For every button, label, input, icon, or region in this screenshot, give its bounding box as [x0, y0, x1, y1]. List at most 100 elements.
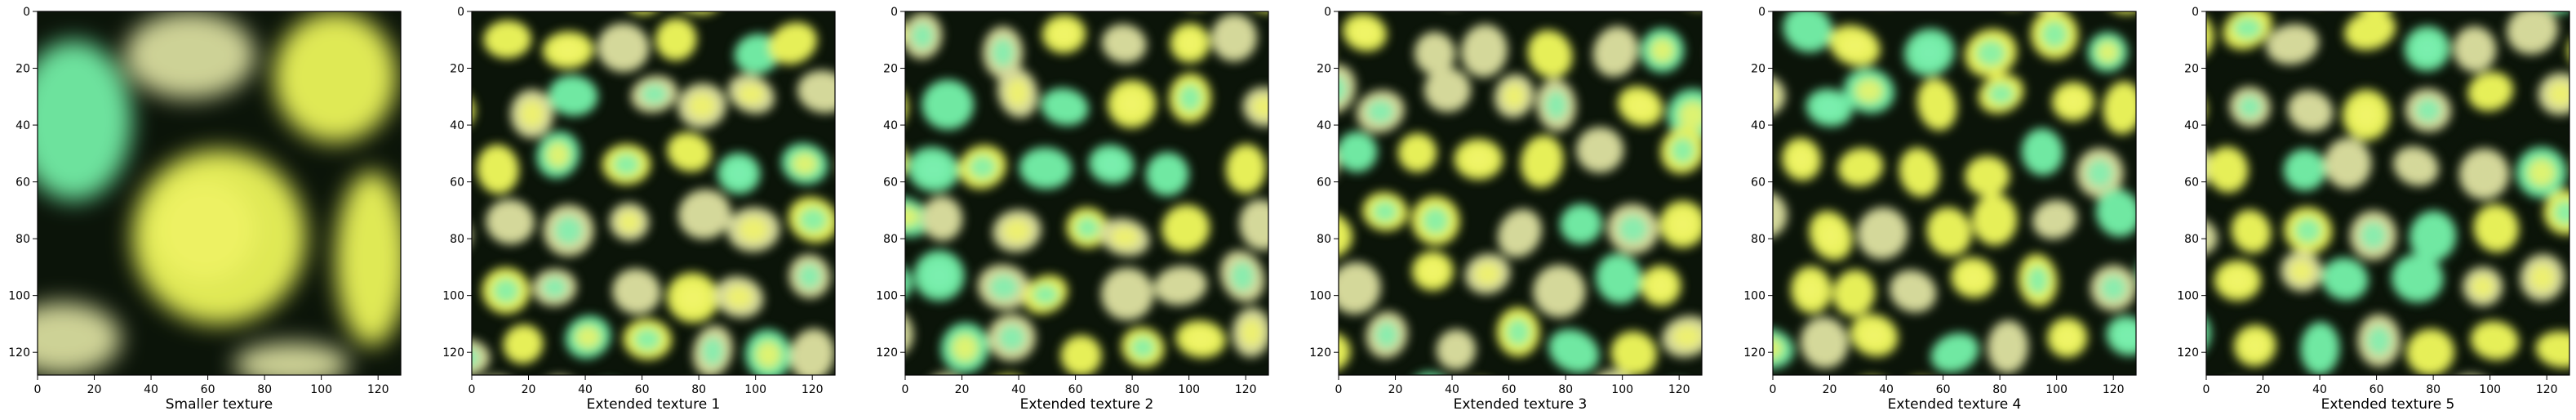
y-tick-label: 80 — [1751, 233, 1765, 246]
texture-image — [1773, 11, 2136, 375]
x-tick-label: 120 — [2103, 383, 2125, 396]
x-tick-label: 100 — [310, 383, 332, 396]
x-tick-label: 40 — [1879, 383, 1894, 396]
x-tick-label: 120 — [1668, 383, 1690, 396]
y-tick-label: 80 — [16, 233, 30, 246]
panel-title: Extended texture 4 — [1888, 396, 2022, 413]
panel-title: Extended texture 2 — [1020, 396, 1154, 413]
y-tick-label: 120 — [1743, 346, 1765, 360]
y-tick-label: 20 — [1751, 63, 1765, 76]
x-tick-label: 0 — [469, 383, 476, 396]
y-tick-label: 120 — [876, 346, 898, 360]
panel-title: Extended texture 3 — [1454, 396, 1588, 413]
y-tick-label: 40 — [883, 119, 898, 132]
y-tick-label: 120 — [8, 346, 30, 360]
y-tick-label: 60 — [883, 176, 898, 190]
x-tick-label: 0 — [2203, 383, 2210, 396]
y-tick-label: 0 — [1758, 6, 1765, 19]
x-tick-label: 60 — [2369, 383, 2384, 396]
x-tick-label: 40 — [1445, 383, 1459, 396]
y-tick-label: 20 — [450, 63, 464, 76]
y-tick-label: 80 — [883, 233, 898, 246]
y-tick-label: 60 — [1751, 176, 1765, 190]
x-tick-label: 40 — [2312, 383, 2327, 396]
x-tick-label: 80 — [1992, 383, 2007, 396]
x-tick-label: 20 — [1388, 383, 1403, 396]
x-tick-label: 100 — [1178, 383, 1200, 396]
texture-panel: 0 20 40 60 80 100 120 0 20 40 60 80 100 120 Extended t… — [876, 6, 1269, 413]
x-tick-label: 120 — [1235, 383, 1257, 396]
x-tick-label: 20 — [522, 383, 536, 396]
x-tick-label: 100 — [1611, 383, 1633, 396]
y-tick-label: 120 — [442, 346, 464, 360]
y-tick-label: 120 — [1309, 346, 1331, 360]
y-tick-label: 0 — [457, 6, 464, 19]
texture-image — [1339, 11, 1702, 375]
x-tick-label: 100 — [2479, 383, 2501, 396]
y-tick-label: 20 — [2184, 63, 2199, 76]
y-tick-label: 0 — [890, 6, 898, 19]
x-tick-label: 60 — [201, 383, 215, 396]
x-tick-label: 60 — [1936, 383, 1951, 396]
y-tick-label: 40 — [2184, 119, 2199, 132]
x-tick-label: 80 — [1558, 383, 1573, 396]
y-tick-label: 60 — [16, 176, 30, 190]
x-tick-label: 80 — [257, 383, 272, 396]
x-tick-label: 20 — [2256, 383, 2271, 396]
x-tick-label: 120 — [802, 383, 824, 396]
y-tick-label: 100 — [2177, 290, 2199, 303]
y-tick-label: 20 — [16, 63, 30, 76]
panel-title: Smaller texture — [166, 396, 273, 413]
y-tick-label: 100 — [8, 290, 30, 303]
x-tick-label: 40 — [1011, 383, 1026, 396]
y-tick-label: 20 — [1317, 63, 1331, 76]
x-tick-label: 0 — [1770, 383, 1777, 396]
axes-frame — [1338, 11, 1703, 376]
x-tick-label: 100 — [744, 383, 766, 396]
texture-panel: 0 20 40 60 80 100 120 0 20 40 60 80 100 120 Smaller te… — [8, 6, 402, 413]
y-tick-label: 40 — [450, 119, 464, 132]
texture-panel: 0 20 40 60 80 100 120 0 20 40 60 80 100 120 Extended t… — [1743, 6, 2137, 413]
x-tick-label: 60 — [635, 383, 650, 396]
texture-panel: 0 20 40 60 80 100 120 0 20 40 60 80 100 120 Extended t… — [1309, 6, 1703, 413]
x-tick-label: 0 — [34, 383, 42, 396]
y-tick-label: 40 — [1751, 119, 1765, 132]
texture-image — [905, 11, 1268, 375]
axes-frame — [471, 11, 836, 376]
y-tick-label: 0 — [1324, 6, 1331, 19]
axes-frame — [1772, 11, 2137, 376]
y-tick-label: 40 — [1317, 119, 1331, 132]
x-tick-label: 40 — [144, 383, 158, 396]
x-tick-label: 120 — [2536, 383, 2558, 396]
texture-image — [38, 11, 401, 375]
x-tick-label: 60 — [1068, 383, 1083, 396]
x-tick-label: 60 — [1502, 383, 1517, 396]
x-tick-label: 80 — [2426, 383, 2441, 396]
y-tick-label: 0 — [2192, 6, 2199, 19]
x-tick-label: 0 — [1335, 383, 1343, 396]
y-tick-label: 120 — [2177, 346, 2199, 360]
x-tick-label: 20 — [87, 383, 102, 396]
axes-frame — [904, 11, 1269, 376]
x-tick-label: 80 — [691, 383, 706, 396]
x-tick-label: 0 — [902, 383, 909, 396]
axes-frame — [2205, 11, 2570, 376]
y-tick-label: 60 — [2184, 176, 2199, 190]
x-tick-label: 80 — [1125, 383, 1139, 396]
texture-panel: 0 20 40 60 80 100 120 0 20 40 60 80 100 120 Extended t… — [442, 6, 836, 413]
texture-panel: 0 20 40 60 80 100 120 0 20 40 60 80 100 120 Extended t… — [2177, 6, 2570, 413]
y-tick-label: 100 — [442, 290, 464, 303]
y-tick-label: 20 — [883, 63, 898, 76]
panel-title: Extended texture 1 — [587, 396, 721, 413]
y-tick-label: 60 — [450, 176, 464, 190]
y-tick-label: 80 — [1317, 233, 1331, 246]
y-tick-label: 40 — [16, 119, 30, 132]
x-tick-label: 100 — [2045, 383, 2067, 396]
y-tick-label: 80 — [450, 233, 464, 246]
y-tick-label: 60 — [1317, 176, 1331, 190]
texture-image — [472, 11, 835, 375]
y-tick-label: 0 — [23, 6, 30, 19]
x-tick-label: 120 — [367, 383, 389, 396]
axes-frame — [37, 11, 402, 376]
